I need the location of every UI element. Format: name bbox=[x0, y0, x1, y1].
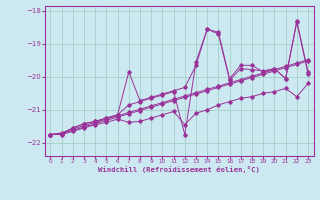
X-axis label: Windchill (Refroidissement éolien,°C): Windchill (Refroidissement éolien,°C) bbox=[98, 166, 260, 173]
